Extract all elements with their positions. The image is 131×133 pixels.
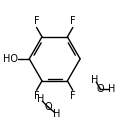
Text: F: F <box>34 91 39 101</box>
Text: H: H <box>91 75 99 85</box>
Text: F: F <box>34 16 39 26</box>
Text: O: O <box>97 84 104 94</box>
Text: H: H <box>53 109 61 119</box>
Text: F: F <box>70 91 76 101</box>
Text: F: F <box>70 16 76 26</box>
Text: H: H <box>108 84 115 94</box>
Text: HO: HO <box>3 54 18 64</box>
Text: O: O <box>45 102 52 112</box>
Text: H: H <box>37 94 44 104</box>
